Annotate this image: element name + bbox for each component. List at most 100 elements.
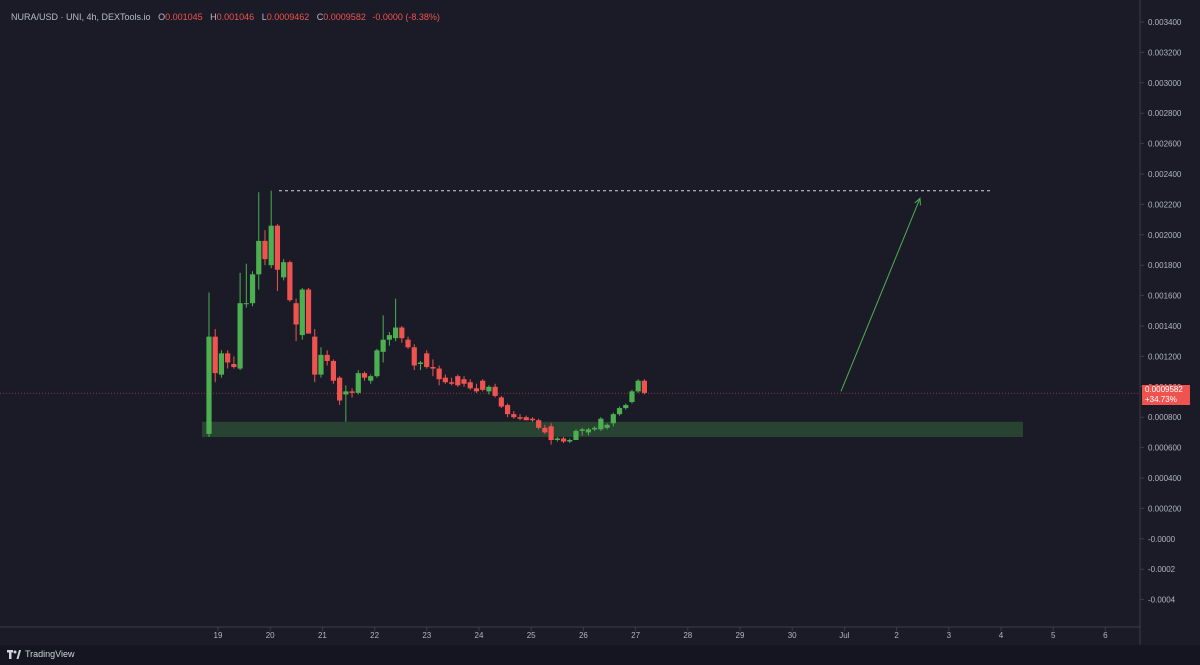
candle-body-down [330, 360, 336, 381]
x-tick-label: 6 [1103, 631, 1108, 640]
candle-body-up [380, 339, 386, 352]
candle-body-up [368, 376, 374, 381]
candle-body-down [287, 262, 293, 301]
candle-body-down [436, 368, 442, 380]
x-tick-label: 29 [736, 631, 745, 640]
candle-body-up [629, 391, 635, 402]
candle-body-down [312, 336, 318, 375]
candle-body-up [604, 424, 610, 428]
support-zone [202, 421, 1023, 437]
x-tick-label: 22 [370, 631, 379, 640]
candle-body-up [598, 418, 604, 430]
change-value: -0.0000 (-8.38%) [372, 12, 440, 22]
low-value: 0.0009462 [266, 12, 310, 22]
candle-body-up [374, 350, 380, 377]
candle-body-down [231, 364, 237, 368]
x-tick-label: 5 [1051, 631, 1056, 640]
candle-body-down [399, 327, 405, 339]
x-tick-label: 27 [631, 631, 640, 640]
x-tick-label: 2 [894, 631, 899, 640]
candle-body-down [442, 377, 448, 383]
candle-body-down [455, 376, 461, 386]
candle-body-up [616, 408, 623, 415]
x-tick-label: 28 [683, 631, 692, 640]
candle-body-up [318, 354, 324, 375]
candle-body-down [498, 397, 504, 407]
candle-body-up [243, 303, 249, 305]
candle-body-down [536, 420, 542, 428]
candle-body-down [349, 391, 355, 393]
candle-body-down [511, 414, 517, 418]
x-tick-label: 30 [788, 631, 797, 640]
y-tick-label: 0.001200 [1148, 352, 1182, 361]
candle-body-up [386, 335, 392, 340]
candle-body-down [324, 354, 330, 361]
candle-body-down [560, 438, 567, 442]
y-tick-label: 0.002400 [1148, 170, 1182, 179]
candle-body-down [492, 386, 498, 396]
open-value: 0.001045 [165, 12, 203, 22]
candle-body-down [293, 303, 299, 325]
candle-body-down [641, 380, 647, 393]
candle-body-up [355, 373, 361, 393]
candle-body-up [573, 430, 579, 440]
candle-body-down [542, 427, 548, 433]
y-tick-label: 0.000800 [1148, 413, 1182, 422]
candle-body-down [548, 426, 554, 440]
y-tick-label: 0.000600 [1148, 444, 1182, 453]
low-label: L [261, 12, 267, 22]
x-tick-label: 23 [422, 631, 431, 640]
projection-arrow [840, 198, 921, 392]
candle-body-up [393, 327, 399, 339]
candle-body-down [305, 289, 312, 334]
candle-body-up [635, 380, 641, 392]
candle-body-down [424, 353, 430, 368]
close-value: 0.0009582 [323, 12, 366, 22]
x-tick-label: 24 [475, 631, 484, 640]
candle-body-up [623, 405, 629, 409]
candle-body-down [448, 382, 455, 384]
candle-body-up [579, 429, 585, 431]
x-tick-label: 3 [947, 631, 952, 640]
candle-body-up [567, 440, 573, 442]
candle-body-down [461, 379, 467, 384]
candle-body-up [206, 336, 212, 434]
current-price-value: 0.0009582 [1145, 385, 1183, 394]
y-tick-label: 0.001800 [1148, 261, 1182, 270]
candle-body-down [262, 240, 268, 260]
y-tick-label: 0.003400 [1148, 18, 1182, 27]
candle-body-down [337, 377, 343, 401]
y-tick-label: 0.001400 [1148, 322, 1182, 331]
candle-body-up [343, 391, 349, 395]
open-label: O [158, 12, 166, 22]
close-label: C [316, 12, 324, 22]
x-tick-label: 26 [579, 631, 588, 640]
candle-body-up [249, 274, 256, 304]
candle-body-down [274, 225, 281, 270]
candle-body-up [299, 289, 305, 336]
x-tick-label: 20 [266, 631, 275, 640]
y-tick-label: 0.003000 [1148, 79, 1182, 88]
candle-body-down [467, 382, 473, 389]
candle-body-down [225, 353, 231, 363]
candle-body-down [523, 417, 529, 421]
candle-body-up [256, 240, 262, 275]
candle-body-down [480, 380, 486, 390]
candle-body-up [610, 414, 616, 424]
candle-body-down [361, 373, 368, 378]
y-tick-label: 0.002600 [1148, 140, 1182, 149]
symbol-label: NURA/USD · UNI, 4h, DEXTools.io [11, 12, 151, 22]
candle-body-down [212, 336, 218, 374]
candle-body-up [417, 362, 424, 364]
tradingview-brand: TradingView [25, 649, 75, 659]
x-tick-label: Jul [839, 631, 849, 640]
y-tick-label: -0.0000 [1148, 535, 1176, 544]
y-tick-label: 0.000400 [1148, 474, 1182, 483]
candle-body-down [405, 339, 411, 348]
high-label: H [210, 12, 217, 22]
tradingview-logo[interactable]: TradingView [7, 649, 75, 659]
y-tick-label: 0.002200 [1148, 200, 1182, 209]
candle-body-up [486, 386, 492, 392]
candle-body-up [592, 427, 598, 430]
